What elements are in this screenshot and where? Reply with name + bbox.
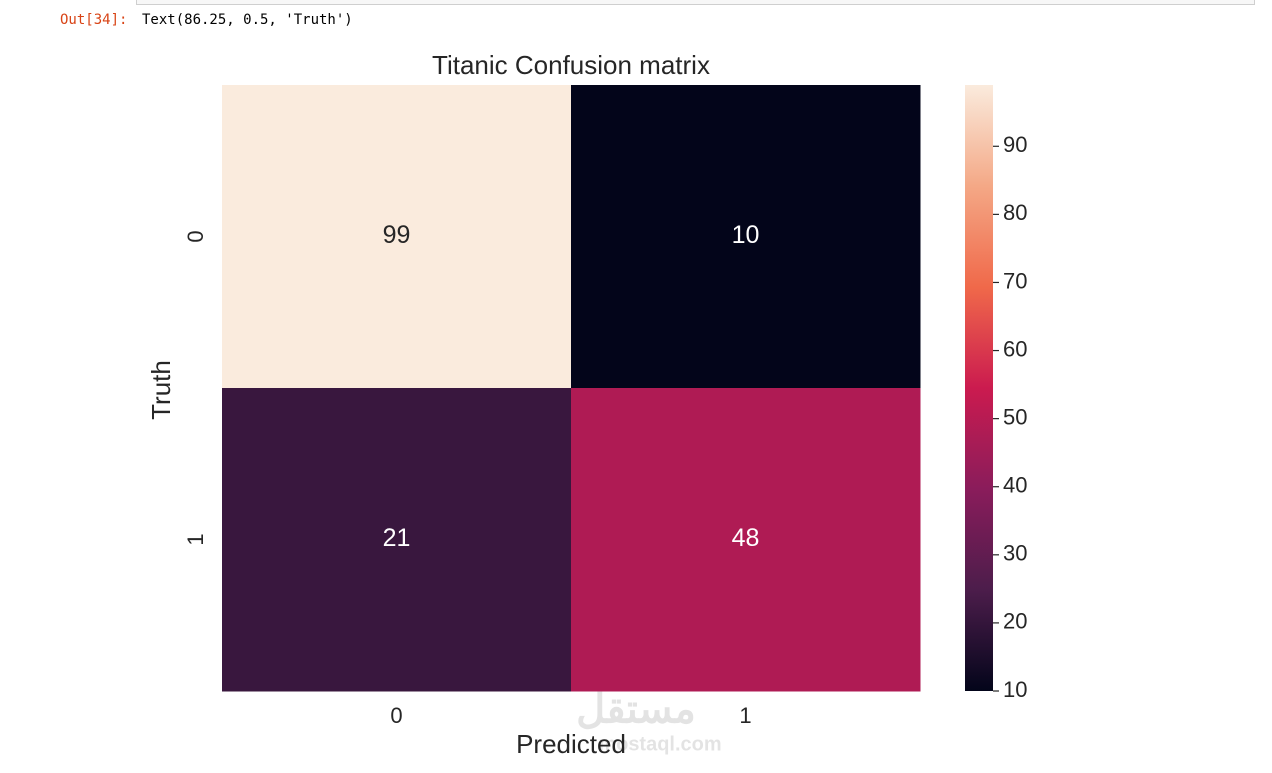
- heatmap-cell: [222, 388, 572, 692]
- colorbar-tick-label: 40: [1003, 473, 1027, 498]
- colorbar-tick-label: 60: [1003, 336, 1027, 361]
- cell-label: 99: [383, 221, 411, 249]
- chart-title: Titanic Confusion matrix: [432, 50, 710, 80]
- colorbar-tick-label: 30: [1003, 541, 1027, 566]
- out-prompt: Out[34]:: [60, 12, 128, 28]
- y-tick-label: 0: [183, 230, 208, 242]
- cell-label: 48: [732, 524, 760, 552]
- watermark: مستقل: [576, 688, 696, 732]
- heatmap-cell: [571, 388, 921, 692]
- colorbar-tick-label: 50: [1003, 404, 1027, 429]
- x-axis-label: Predicted: [516, 729, 626, 759]
- heatmap-cell: [571, 85, 921, 389]
- cell-label: 21: [383, 524, 411, 552]
- input-cell: [136, 0, 1255, 5]
- colorbar-tick-label: 70: [1003, 268, 1027, 293]
- y-tick-label: 1: [183, 533, 208, 545]
- watermark-url: mostaql.com: [598, 733, 721, 755]
- cell-label: 10: [732, 221, 760, 249]
- y-axis-label: Truth: [146, 360, 176, 420]
- colorbar-tick-label: 90: [1003, 132, 1027, 157]
- colorbar-tick-label: 10: [1003, 677, 1027, 702]
- x-tick-label: 0: [390, 703, 402, 728]
- colorbar: [965, 85, 993, 691]
- heatmap-cell: [222, 85, 572, 389]
- cell-output: Text(86.25, 0.5, 'Truth'): [142, 12, 353, 28]
- colorbar-tick-label: 80: [1003, 200, 1027, 225]
- colorbar-tick-label: 20: [1003, 609, 1027, 634]
- x-tick-label: 1: [739, 703, 751, 728]
